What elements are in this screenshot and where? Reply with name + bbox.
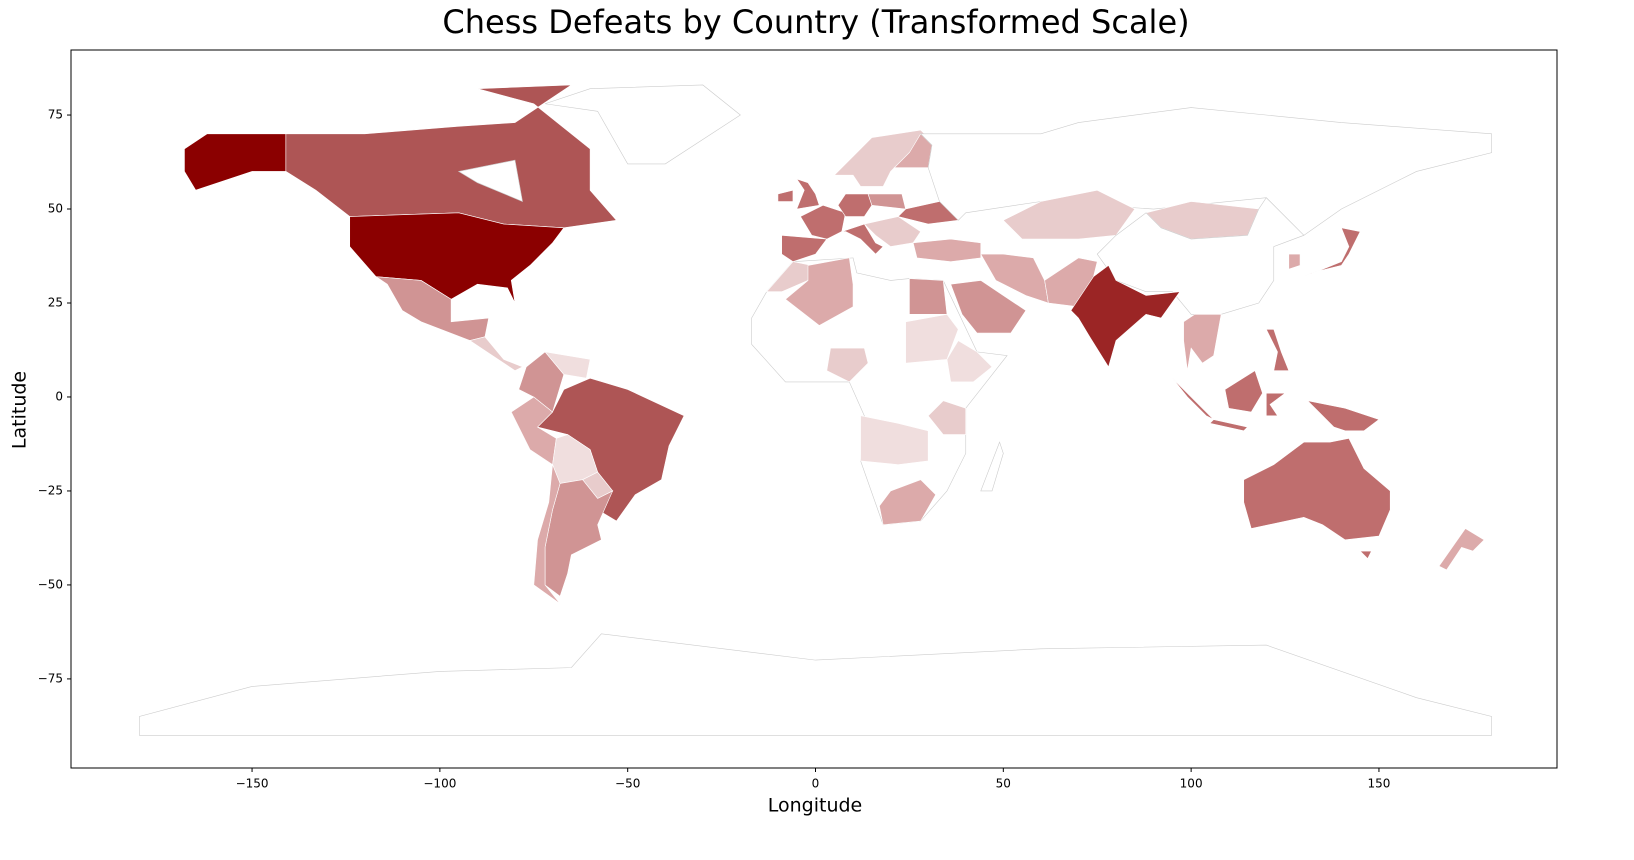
country: [912, 238, 982, 262]
x-tick-label: 50: [996, 777, 1011, 791]
country: [1303, 227, 1361, 277]
country: [1172, 377, 1214, 420]
country: [285, 84, 618, 229]
country: [1096, 197, 1305, 315]
country: [1002, 189, 1136, 240]
y-axis-label: Latitude: [9, 371, 31, 449]
country: [1306, 400, 1380, 432]
country: [1224, 370, 1263, 413]
y-tick-label: −25: [38, 483, 63, 497]
country: [950, 280, 1027, 334]
country: [909, 278, 948, 315]
y-tick-label: −75: [38, 671, 63, 685]
country: [1243, 437, 1391, 541]
country: [1209, 419, 1249, 432]
country: [510, 396, 557, 466]
country: [469, 336, 524, 372]
plot-frame: [70, 49, 1558, 769]
country: [1265, 392, 1286, 417]
country: [781, 235, 828, 262]
country: [1288, 253, 1301, 270]
country: [837, 193, 873, 217]
country: [826, 347, 869, 383]
country: [533, 464, 561, 604]
country: [927, 400, 967, 435]
country: [457, 159, 523, 202]
country: [980, 441, 1004, 492]
country: [777, 189, 794, 202]
country: [544, 351, 591, 379]
y-tick-label: 75: [48, 108, 63, 122]
x-tick-label: −50: [615, 777, 640, 791]
y-tick-label: −50: [38, 577, 63, 591]
x-tick-label: 100: [1180, 777, 1203, 791]
country: [784, 257, 854, 326]
country: [795, 178, 820, 210]
country: [139, 633, 1492, 736]
y-tick-label: 25: [48, 295, 63, 309]
y-tick-label: 50: [48, 202, 63, 216]
country: [1438, 528, 1485, 571]
country: [905, 313, 959, 364]
country: [860, 415, 929, 465]
country: [1183, 313, 1222, 371]
chart-title: Chess Defeats by Country (Transformed Sc…: [442, 3, 1189, 41]
country: [1359, 550, 1372, 560]
country: [867, 193, 907, 210]
country: [1265, 329, 1290, 371]
country: [349, 212, 565, 304]
country: [879, 479, 937, 526]
x-tick-label: −150: [236, 777, 269, 791]
country: [841, 223, 884, 255]
country: [1070, 264, 1181, 368]
x-tick-label: 0: [812, 777, 820, 791]
country: [946, 340, 993, 383]
country: [800, 204, 846, 240]
country: [544, 84, 741, 165]
country: [184, 133, 287, 191]
y-tick-label: 0: [55, 389, 63, 403]
x-tick-label: 150: [1367, 777, 1390, 791]
x-tick-label: −100: [423, 777, 456, 791]
x-axis-label: Longitude: [768, 795, 863, 817]
